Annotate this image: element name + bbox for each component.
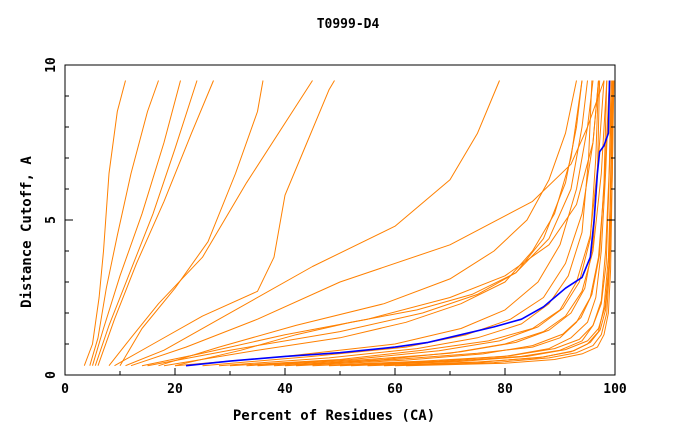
series-line-1 — [83, 80, 126, 366]
series-line-9 — [125, 80, 500, 367]
series-line-16 — [229, 80, 605, 367]
x-tick-label: 0 — [61, 382, 69, 397]
series-line-6 — [108, 80, 313, 367]
series-line-31 — [405, 80, 614, 367]
series-line-3 — [92, 80, 181, 366]
series-line-4 — [94, 80, 198, 366]
x-tick-label: 80 — [497, 382, 513, 397]
series-line-19 — [312, 80, 610, 367]
series-line-29 — [174, 80, 588, 367]
series-line-14 — [174, 80, 594, 367]
series-line-17 — [257, 80, 608, 367]
series-line-10 — [130, 80, 605, 367]
x-axis-ticks: 0 20 40 60 80 100 — [61, 368, 627, 397]
series-line-25 — [246, 80, 599, 367]
x-axis-label: Percent of Residues (CA) — [233, 408, 435, 424]
series-line-7 — [119, 80, 264, 366]
series-line-24 — [218, 80, 593, 367]
series-line-27 — [328, 80, 612, 367]
y-tick-label: 10 — [44, 57, 59, 73]
series-line-20 — [339, 80, 613, 367]
series-line-18 — [284, 80, 610, 367]
series-line-26 — [295, 80, 608, 367]
series-line-13 — [163, 80, 583, 367]
series-line-15 — [202, 80, 599, 367]
y-axis-label: Distance Cutoff, A — [19, 156, 35, 308]
series-line-2 — [89, 80, 159, 366]
series-line-8 — [114, 80, 335, 367]
series-line-23 — [273, 80, 601, 367]
x-tick-label: 40 — [277, 382, 293, 397]
x-tick-label: 20 — [167, 382, 183, 397]
plot-area — [83, 80, 615, 367]
x-tick-label: 60 — [387, 382, 403, 397]
y-tick-label: 0 — [44, 371, 59, 379]
highlight-series-line — [185, 80, 611, 367]
y-axis-ticks: 0 5 10 — [44, 57, 615, 379]
x-tick-label: 100 — [603, 382, 627, 397]
series-line-22 — [394, 80, 615, 367]
series-line-5 — [97, 80, 214, 366]
y-tick-label: 5 — [44, 216, 59, 224]
series-line-30 — [158, 80, 577, 367]
series-line-11 — [141, 80, 599, 367]
chart-title: T0999-D4 — [317, 17, 380, 32]
